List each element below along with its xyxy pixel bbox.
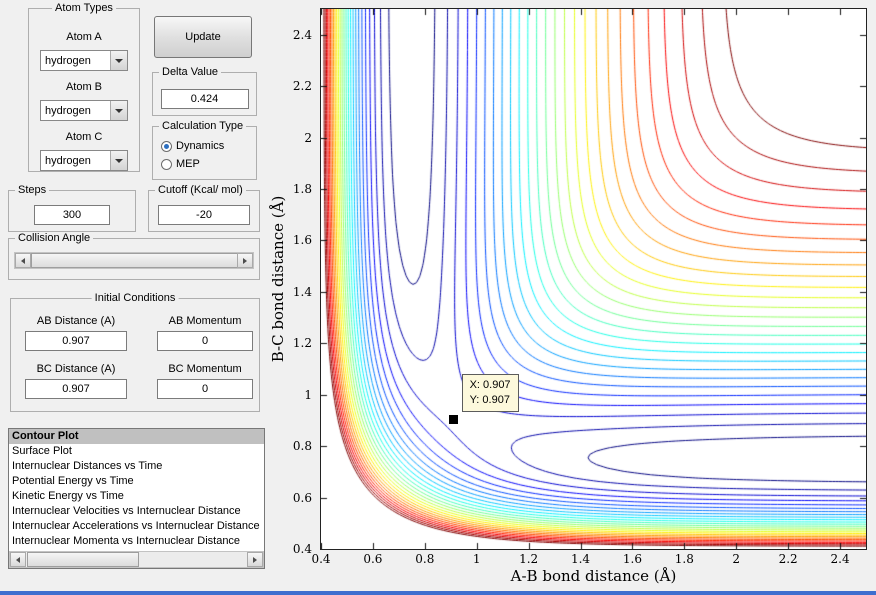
atom-c-value: hydrogen bbox=[45, 154, 91, 167]
x-tick-label: 0.8 bbox=[415, 552, 435, 566]
x-tick-label: 2 bbox=[732, 552, 741, 566]
listbox-horizontal-scrollbar[interactable] bbox=[9, 551, 264, 568]
steps-input[interactable] bbox=[34, 205, 110, 225]
plot-type-listbox: Contour Plot Surface Plot Internuclear D… bbox=[8, 428, 265, 569]
slider-thumb[interactable] bbox=[31, 253, 239, 268]
datatip-x-value: X: 0.907 bbox=[469, 378, 511, 391]
scroll-left-arrow-icon[interactable] bbox=[15, 253, 31, 268]
y-tick-label: 2.2 bbox=[292, 79, 312, 94]
list-item-velocities[interactable]: Internuclear Velocities vs Internuclear … bbox=[12, 505, 241, 517]
atom-b-label: Atom B bbox=[65, 81, 103, 93]
list-item-contour-plot[interactable]: Contour Plot bbox=[9, 429, 264, 444]
scroll-right-arrow-icon[interactable] bbox=[247, 552, 263, 567]
x-tick-label: 1.6 bbox=[622, 552, 642, 566]
atom-a-value: hydrogen bbox=[45, 54, 91, 67]
scroll-right-arrow-icon[interactable] bbox=[237, 253, 253, 268]
x-axis-tick-labels: 0.4 0.6 0.8 1 1.2 1.4 1.6 1.8 2 2.2 2.4 bbox=[311, 552, 866, 568]
initial-conditions-legend: Initial Conditions bbox=[91, 292, 179, 304]
atom-a-label: Atom A bbox=[66, 31, 102, 43]
y-tick-label: 0.4 bbox=[292, 542, 312, 556]
x-tick-label: 1 bbox=[472, 552, 481, 566]
update-button[interactable]: Update bbox=[154, 16, 252, 58]
bc-momentum-input[interactable] bbox=[157, 379, 253, 399]
steps-panel: Steps bbox=[8, 184, 136, 232]
ab-momentum-input[interactable] bbox=[157, 331, 253, 351]
chevron-down-icon[interactable] bbox=[110, 101, 127, 120]
y-tick-label: 1.6 bbox=[292, 233, 312, 248]
x-tick-label: 2.2 bbox=[778, 552, 798, 566]
steps-legend: Steps bbox=[15, 184, 50, 196]
list-item-distances-vs-time[interactable]: Internuclear Distances vs Time bbox=[12, 460, 163, 472]
bc-distance-input[interactable] bbox=[25, 379, 127, 399]
radio-icon bbox=[161, 158, 172, 170]
atom-c-label: Atom C bbox=[65, 131, 103, 143]
list-item-surface-plot[interactable]: Surface Plot bbox=[12, 445, 72, 457]
collision-angle-panel: Collision Angle bbox=[8, 232, 260, 280]
x-tick-label: 1.2 bbox=[519, 552, 539, 566]
window-edge bbox=[0, 591, 876, 595]
x-tick-label: 0.4 bbox=[311, 552, 331, 566]
initial-conditions-panel: Initial Conditions AB Distance (A) AB Mo… bbox=[10, 292, 260, 412]
chevron-down-icon[interactable] bbox=[110, 151, 127, 170]
radio-mep-label: MEP bbox=[176, 158, 200, 170]
scrollbar-thumb[interactable] bbox=[27, 552, 139, 567]
atom-b-select[interactable]: hydrogen bbox=[40, 100, 128, 121]
collision-angle-slider[interactable] bbox=[14, 252, 254, 269]
radio-icon bbox=[161, 140, 172, 152]
collision-angle-legend: Collision Angle bbox=[15, 232, 94, 244]
list-item-momenta[interactable]: Internuclear Momenta vs Internuclear Dis… bbox=[12, 535, 241, 547]
list-item-potential-energy[interactable]: Potential Energy vs Time bbox=[12, 475, 134, 487]
y-tick-label: 1 bbox=[304, 387, 312, 402]
calculation-type-panel: Calculation Type Dynamics MEP bbox=[152, 120, 257, 180]
y-tick-label: 0.8 bbox=[292, 439, 312, 454]
radio-dynamics-label: Dynamics bbox=[176, 140, 225, 152]
cutoff-legend: Cutoff (Kcal/ mol) bbox=[155, 184, 246, 196]
radio-mep[interactable]: MEP bbox=[161, 157, 200, 171]
datatip-marker[interactable] bbox=[448, 414, 458, 424]
y-tick-label: 1.8 bbox=[292, 182, 312, 196]
bc-distance-label: BC Distance (A) bbox=[36, 363, 116, 375]
radio-dynamics[interactable]: Dynamics bbox=[161, 139, 224, 153]
datatip-y-value: Y: 0.907 bbox=[469, 393, 510, 406]
chevron-down-icon[interactable] bbox=[110, 51, 127, 70]
atom-a-select[interactable]: hydrogen bbox=[40, 50, 128, 71]
x-tick-label: 2.4 bbox=[830, 552, 850, 566]
y-tick-label: 2 bbox=[304, 130, 312, 145]
list-item-kinetic-energy[interactable]: Kinetic Energy vs Time bbox=[12, 490, 124, 502]
atom-c-select[interactable]: hydrogen bbox=[40, 150, 128, 171]
ab-distance-input[interactable] bbox=[25, 331, 127, 351]
y-tick-label: 1.2 bbox=[292, 336, 312, 351]
cutoff-panel: Cutoff (Kcal/ mol) bbox=[148, 184, 260, 232]
y-tick-label: 2.4 bbox=[292, 27, 312, 42]
scroll-left-arrow-icon[interactable] bbox=[10, 552, 26, 567]
atom-b-value: hydrogen bbox=[45, 104, 91, 117]
datatip[interactable]: X: 0.907 Y: 0.907 bbox=[461, 373, 519, 412]
bc-momentum-label: BC Momentum bbox=[168, 363, 242, 375]
calculation-type-legend: Calculation Type bbox=[159, 120, 247, 132]
delta-value-legend: Delta Value bbox=[159, 66, 222, 78]
ab-distance-label: AB Distance (A) bbox=[36, 315, 116, 327]
list-item-accelerations[interactable]: Internuclear Accelerations vs Internucle… bbox=[12, 520, 260, 532]
ab-momentum-label: AB Momentum bbox=[168, 315, 242, 327]
x-tick-label: 1.8 bbox=[674, 552, 694, 566]
x-tick-label: 0.6 bbox=[363, 552, 383, 566]
cutoff-input[interactable] bbox=[158, 205, 250, 225]
y-tick-label: 0.6 bbox=[292, 490, 312, 505]
atom-types-panel: Atom Types Atom A hydrogen Atom B hydrog… bbox=[28, 2, 140, 172]
x-tick-label: 1.4 bbox=[570, 552, 591, 566]
contour-plot-canvas[interactable] bbox=[320, 8, 867, 550]
delta-value-input[interactable] bbox=[160, 89, 249, 109]
delta-value-panel: Delta Value bbox=[152, 66, 257, 116]
x-axis-label: A-B bond distance (Å) bbox=[510, 567, 677, 585]
y-tick-label: 1.4 bbox=[292, 284, 312, 299]
y-axis-tick-labels: 0.4 0.6 0.8 1 1.2 1.4 1.6 1.8 2 2.2 2.4 bbox=[280, 9, 316, 556]
atom-types-legend: Atom Types bbox=[52, 2, 116, 14]
